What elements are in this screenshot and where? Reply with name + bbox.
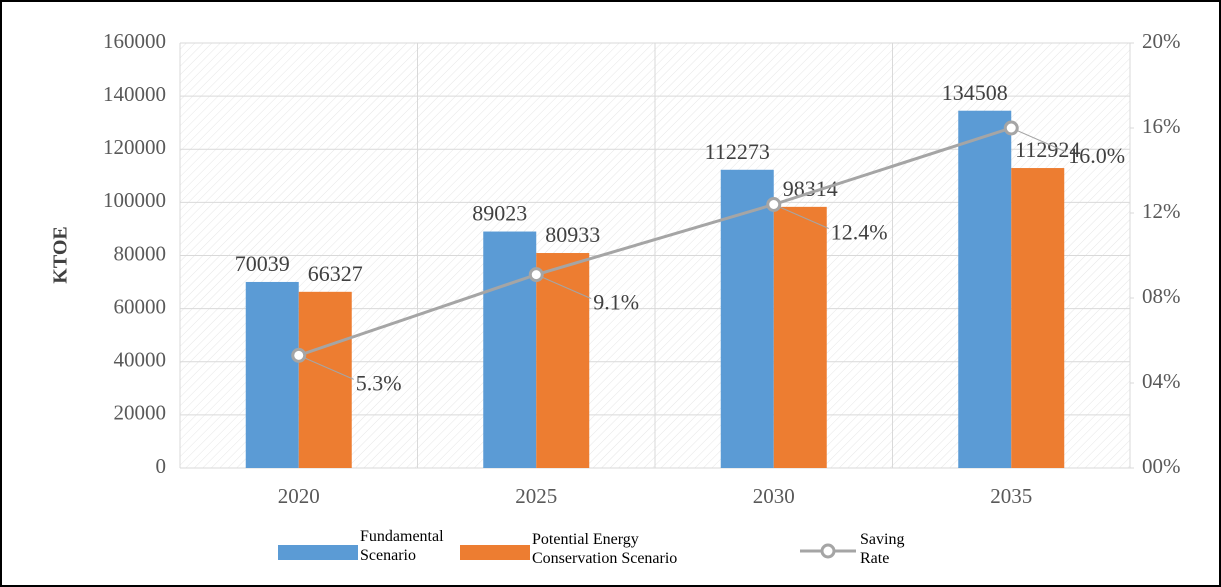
bar [536,253,590,468]
data-label: 112924 [1015,137,1080,162]
y2-tick-label: 04% [1142,369,1181,393]
leader-line [298,354,354,380]
data-label: 70039 [235,251,290,276]
legend-swatch [278,545,358,560]
bar [298,291,352,468]
y-tick-label: 140000 [103,82,166,106]
line [298,126,1012,357]
y-tick-label: 60000 [114,294,167,318]
data-label: 80933 [545,222,600,247]
y2-tick-label: 12% [1142,199,1181,223]
y-tick-label: 0 [156,454,167,478]
line-marker [1003,120,1019,136]
bar [1011,168,1065,468]
bar [720,169,774,468]
y-axis-label: KTOE [50,226,72,283]
x-tick-label: 2025 [515,484,557,508]
data-label: 16.0% [1068,143,1125,168]
y-tick-label: 160000 [103,29,166,53]
legend-marker [820,543,836,559]
line-marker [528,267,544,283]
y-tick-label: 100000 [103,188,166,212]
y2-tick-label: 20% [1142,29,1181,53]
y2-tick-label: 16% [1142,114,1181,138]
y2-tick-label: 08% [1142,284,1181,308]
leader-line [1011,127,1067,153]
data-label: 9.1% [593,290,639,315]
legend-swatch [460,545,530,560]
legend-label: Potential Energy Conservation Scenario [532,531,678,567]
bar [483,231,537,468]
x-tick-label: 2030 [753,484,795,508]
data-label: 98314 [783,176,838,201]
bar [958,110,1012,468]
y2-tick-label: 00% [1142,454,1181,478]
leader-line [536,274,592,300]
data-label: 66327 [308,261,363,286]
x-tick-label: 2035 [990,484,1032,508]
leader-line [773,204,829,229]
y-tick-label: 120000 [103,135,166,159]
bar [773,206,827,468]
line-marker [766,197,782,212]
y-tick-label: 40000 [114,348,167,372]
data-label: 5.3% [356,370,402,395]
data-label: 134508 [942,80,1008,105]
bar [245,281,299,468]
y-tick-label: 20000 [114,401,167,425]
y-tick-label: 80000 [114,241,167,265]
legend-label: Fundamental Scenario [360,528,444,564]
line-marker [291,347,307,363]
data-label: 12.4% [831,220,888,245]
data-label: 89023 [472,201,527,226]
legend-label: Saving Rate [860,531,905,567]
data-label: 112273 [705,139,770,164]
x-tick-label: 2020 [278,484,320,508]
